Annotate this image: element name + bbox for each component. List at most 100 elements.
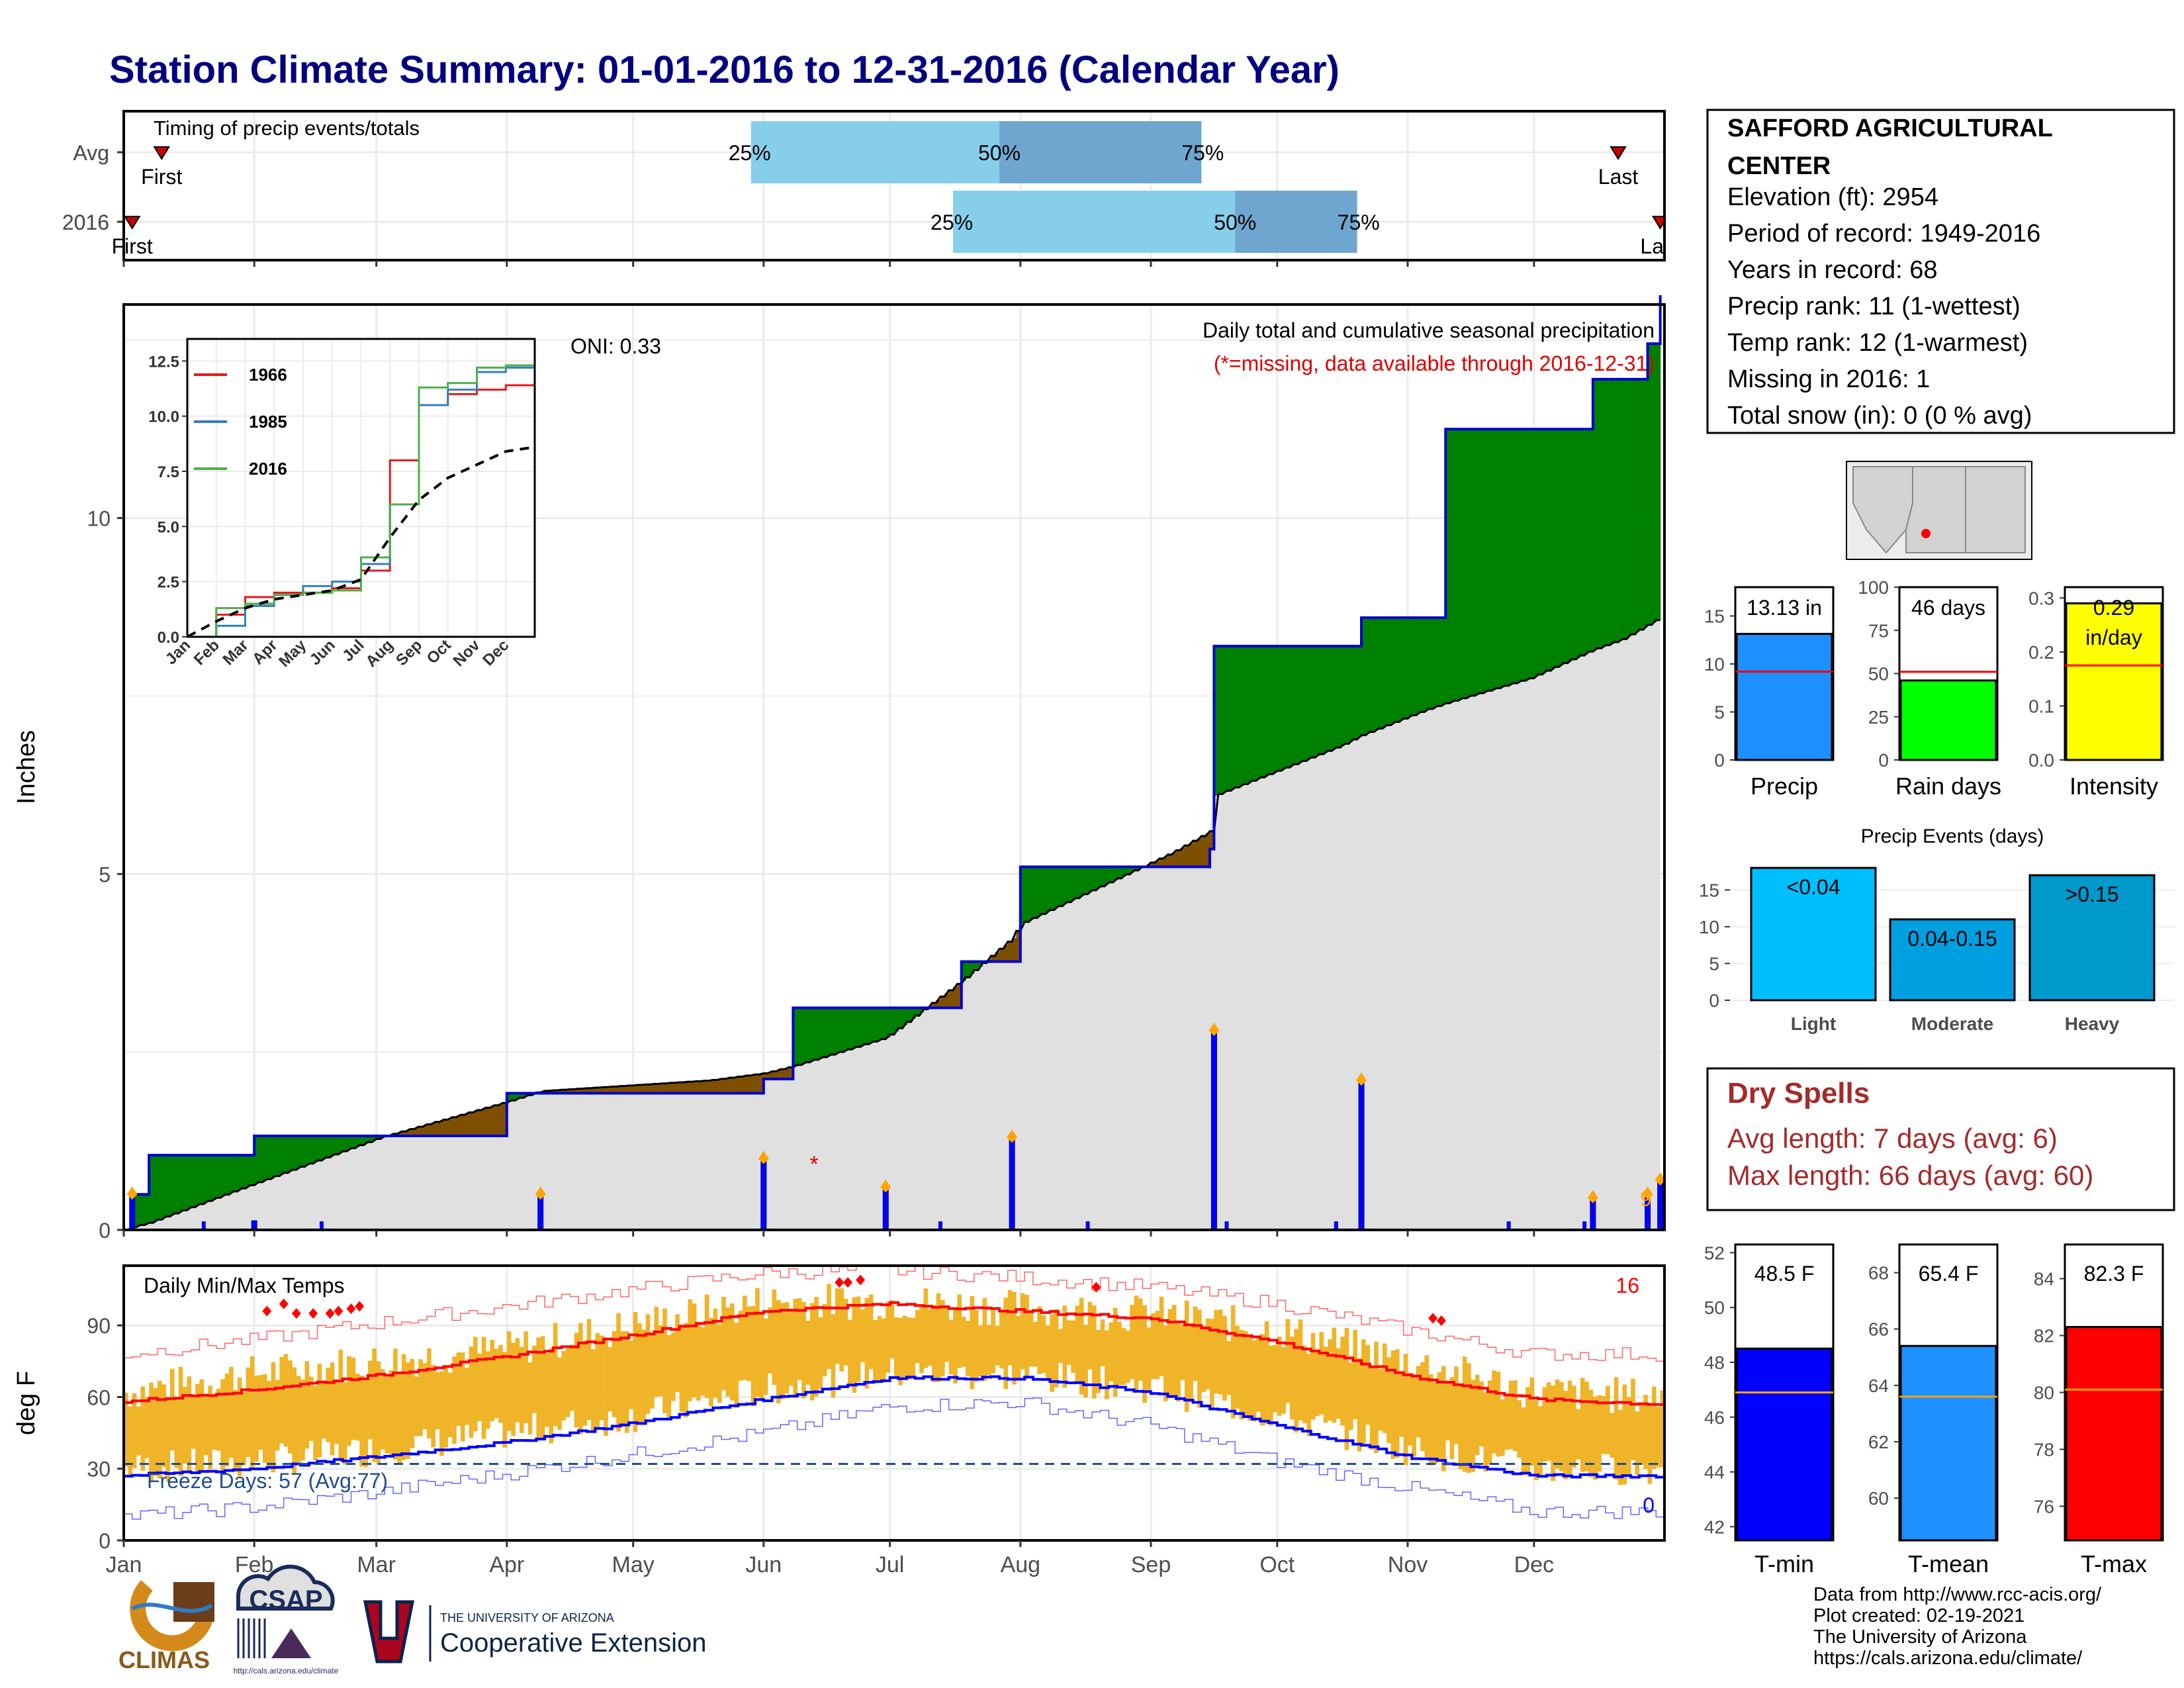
daily-temp-bar	[1277, 1336, 1282, 1416]
daily-temp-bar	[886, 1301, 890, 1373]
record-high-marker	[856, 1274, 866, 1286]
precip-above-average-fill	[1302, 646, 1307, 761]
daily-temp-bar	[1310, 1333, 1316, 1420]
dry-spells-avg: Avg length: 7 days (avg: 6)	[1727, 1123, 2058, 1154]
daily-temp-bar	[578, 1323, 583, 1434]
daily-temp-bar	[292, 1367, 297, 1474]
precip-above-average-fill	[1100, 867, 1105, 886]
daily-temp-bar	[612, 1331, 617, 1417]
daily-temp-bar	[422, 1363, 428, 1430]
precip-above-average-fill	[1058, 867, 1064, 906]
precip-below-average-fill	[574, 1089, 579, 1094]
daily-temp-bar	[393, 1348, 398, 1460]
daily-temp-bar	[662, 1308, 667, 1413]
daily-temp-bar	[1218, 1309, 1223, 1395]
precip-below-average-fill	[599, 1087, 604, 1094]
precip-above-average-fill	[1542, 429, 1547, 673]
daily-temp-bar	[246, 1367, 251, 1458]
daily-temp-bar	[1155, 1311, 1160, 1380]
inset-ytick-label: 5.0	[158, 518, 179, 536]
daily-precip-bar	[1506, 1221, 1511, 1230]
precip-below-average-fill	[641, 1084, 647, 1094]
daily-temp-bar	[1428, 1374, 1433, 1466]
daily-temp-bar	[1348, 1362, 1353, 1430]
precip-below-average-fill	[414, 1127, 419, 1137]
precip-above-average-fill	[898, 1008, 903, 1029]
daily-temp-bar	[1521, 1407, 1526, 1472]
precip-below-average-fill	[940, 996, 945, 1008]
daily-temp-bar	[595, 1333, 600, 1430]
precip-above-average-fill	[1243, 646, 1248, 784]
temp-ytick-label: 0	[99, 1529, 111, 1553]
precip-above-average-fill	[831, 1008, 836, 1055]
summary-ytick-label: 15	[1704, 606, 1725, 627]
precip-above-average-fill	[216, 1155, 221, 1198]
daily-temp-bar	[805, 1320, 811, 1385]
month-label: Nov	[1388, 1552, 1428, 1577]
inset-ytick-label: 12.5	[148, 353, 179, 371]
precip-below-average-fill	[591, 1088, 596, 1094]
daily-temp-bar	[755, 1288, 760, 1397]
precip-above-average-fill	[1437, 618, 1442, 706]
daily-temp-bar	[1130, 1305, 1134, 1380]
daily-temp-bar	[342, 1382, 347, 1465]
daily-precip-bar	[201, 1221, 206, 1230]
daily-temp-bar	[288, 1360, 293, 1454]
precip-below-average-fill	[1210, 831, 1215, 849]
precip-above-average-fill	[292, 1136, 297, 1170]
precip-above-average-fill	[262, 1136, 267, 1181]
precip-below-average-fill	[932, 1003, 937, 1008]
precip-above-average-fill	[1214, 646, 1219, 796]
precip-above-average-fill	[1239, 646, 1244, 786]
precip-above-average-fill	[814, 1008, 819, 1060]
precip-above-average-fill	[1117, 867, 1122, 878]
daily-temp-bar	[334, 1380, 339, 1444]
precip-below-average-fill	[582, 1088, 588, 1094]
daily-temp-bar	[447, 1372, 453, 1437]
precip-panel: * Daily total and cumulative seasonal pre…	[13, 295, 1666, 1243]
precip-above-average-fill	[961, 961, 966, 981]
daily-temp-bar	[490, 1340, 495, 1421]
record-high-marker	[291, 1308, 301, 1319]
precip-above-average-fill	[208, 1155, 213, 1201]
precip-event-marker	[1007, 1129, 1018, 1143]
precip-above-average-fill	[288, 1136, 293, 1172]
precip-above-average-fill	[229, 1155, 234, 1194]
precip-frame	[122, 303, 1666, 1231]
station-name: CENTER	[1727, 152, 1831, 180]
precip-below-average-fill	[1184, 845, 1189, 867]
daily-temp-bar	[178, 1366, 183, 1476]
precip-above-average-fill	[1639, 379, 1644, 630]
daily-temp-bar	[376, 1361, 381, 1465]
daily-temp-bar	[397, 1372, 402, 1464]
precip-above-average-fill	[793, 1008, 798, 1066]
record-high-marker	[835, 1277, 844, 1288]
precip-above-average-fill	[296, 1136, 301, 1168]
precip-below-average-fill	[1171, 853, 1177, 867]
temp-bar-ytick-label: 66	[1868, 1319, 1889, 1340]
daily-temp-bar	[1256, 1336, 1261, 1412]
daily-temp-bar	[608, 1346, 613, 1412]
daily-temp-bar	[1032, 1321, 1038, 1367]
precip-event-marker	[126, 1186, 138, 1200]
record-min-line	[124, 1397, 1664, 1520]
daily-temp-bar	[738, 1311, 743, 1381]
daily-temp-bar	[1003, 1297, 1009, 1389]
daily-temp-bar	[1353, 1330, 1357, 1420]
precip-below-average-fill	[608, 1086, 613, 1094]
summary-ytick-label: 5	[1714, 702, 1725, 723]
daily-temp-bar	[144, 1397, 150, 1458]
daily-temp-bar	[203, 1393, 208, 1456]
precip-events-ytick-label: 0	[1709, 990, 1719, 1011]
temp-bar-ytick-label: 80	[2034, 1383, 2054, 1403]
record-high-marker	[334, 1305, 343, 1317]
daily-temp-bar	[1024, 1294, 1029, 1379]
daily-temp-bar	[1529, 1377, 1535, 1466]
daily-temp-bar	[431, 1365, 435, 1448]
precip-above-average-fill	[1277, 646, 1282, 771]
daily-temp-bar	[229, 1367, 234, 1458]
daily-temp-bar	[1492, 1370, 1496, 1454]
station-name: SAFFORD AGRICULTURAL	[1727, 115, 2053, 142]
daily-temp-bar	[1618, 1409, 1623, 1485]
daily-temp-bar	[889, 1300, 895, 1359]
